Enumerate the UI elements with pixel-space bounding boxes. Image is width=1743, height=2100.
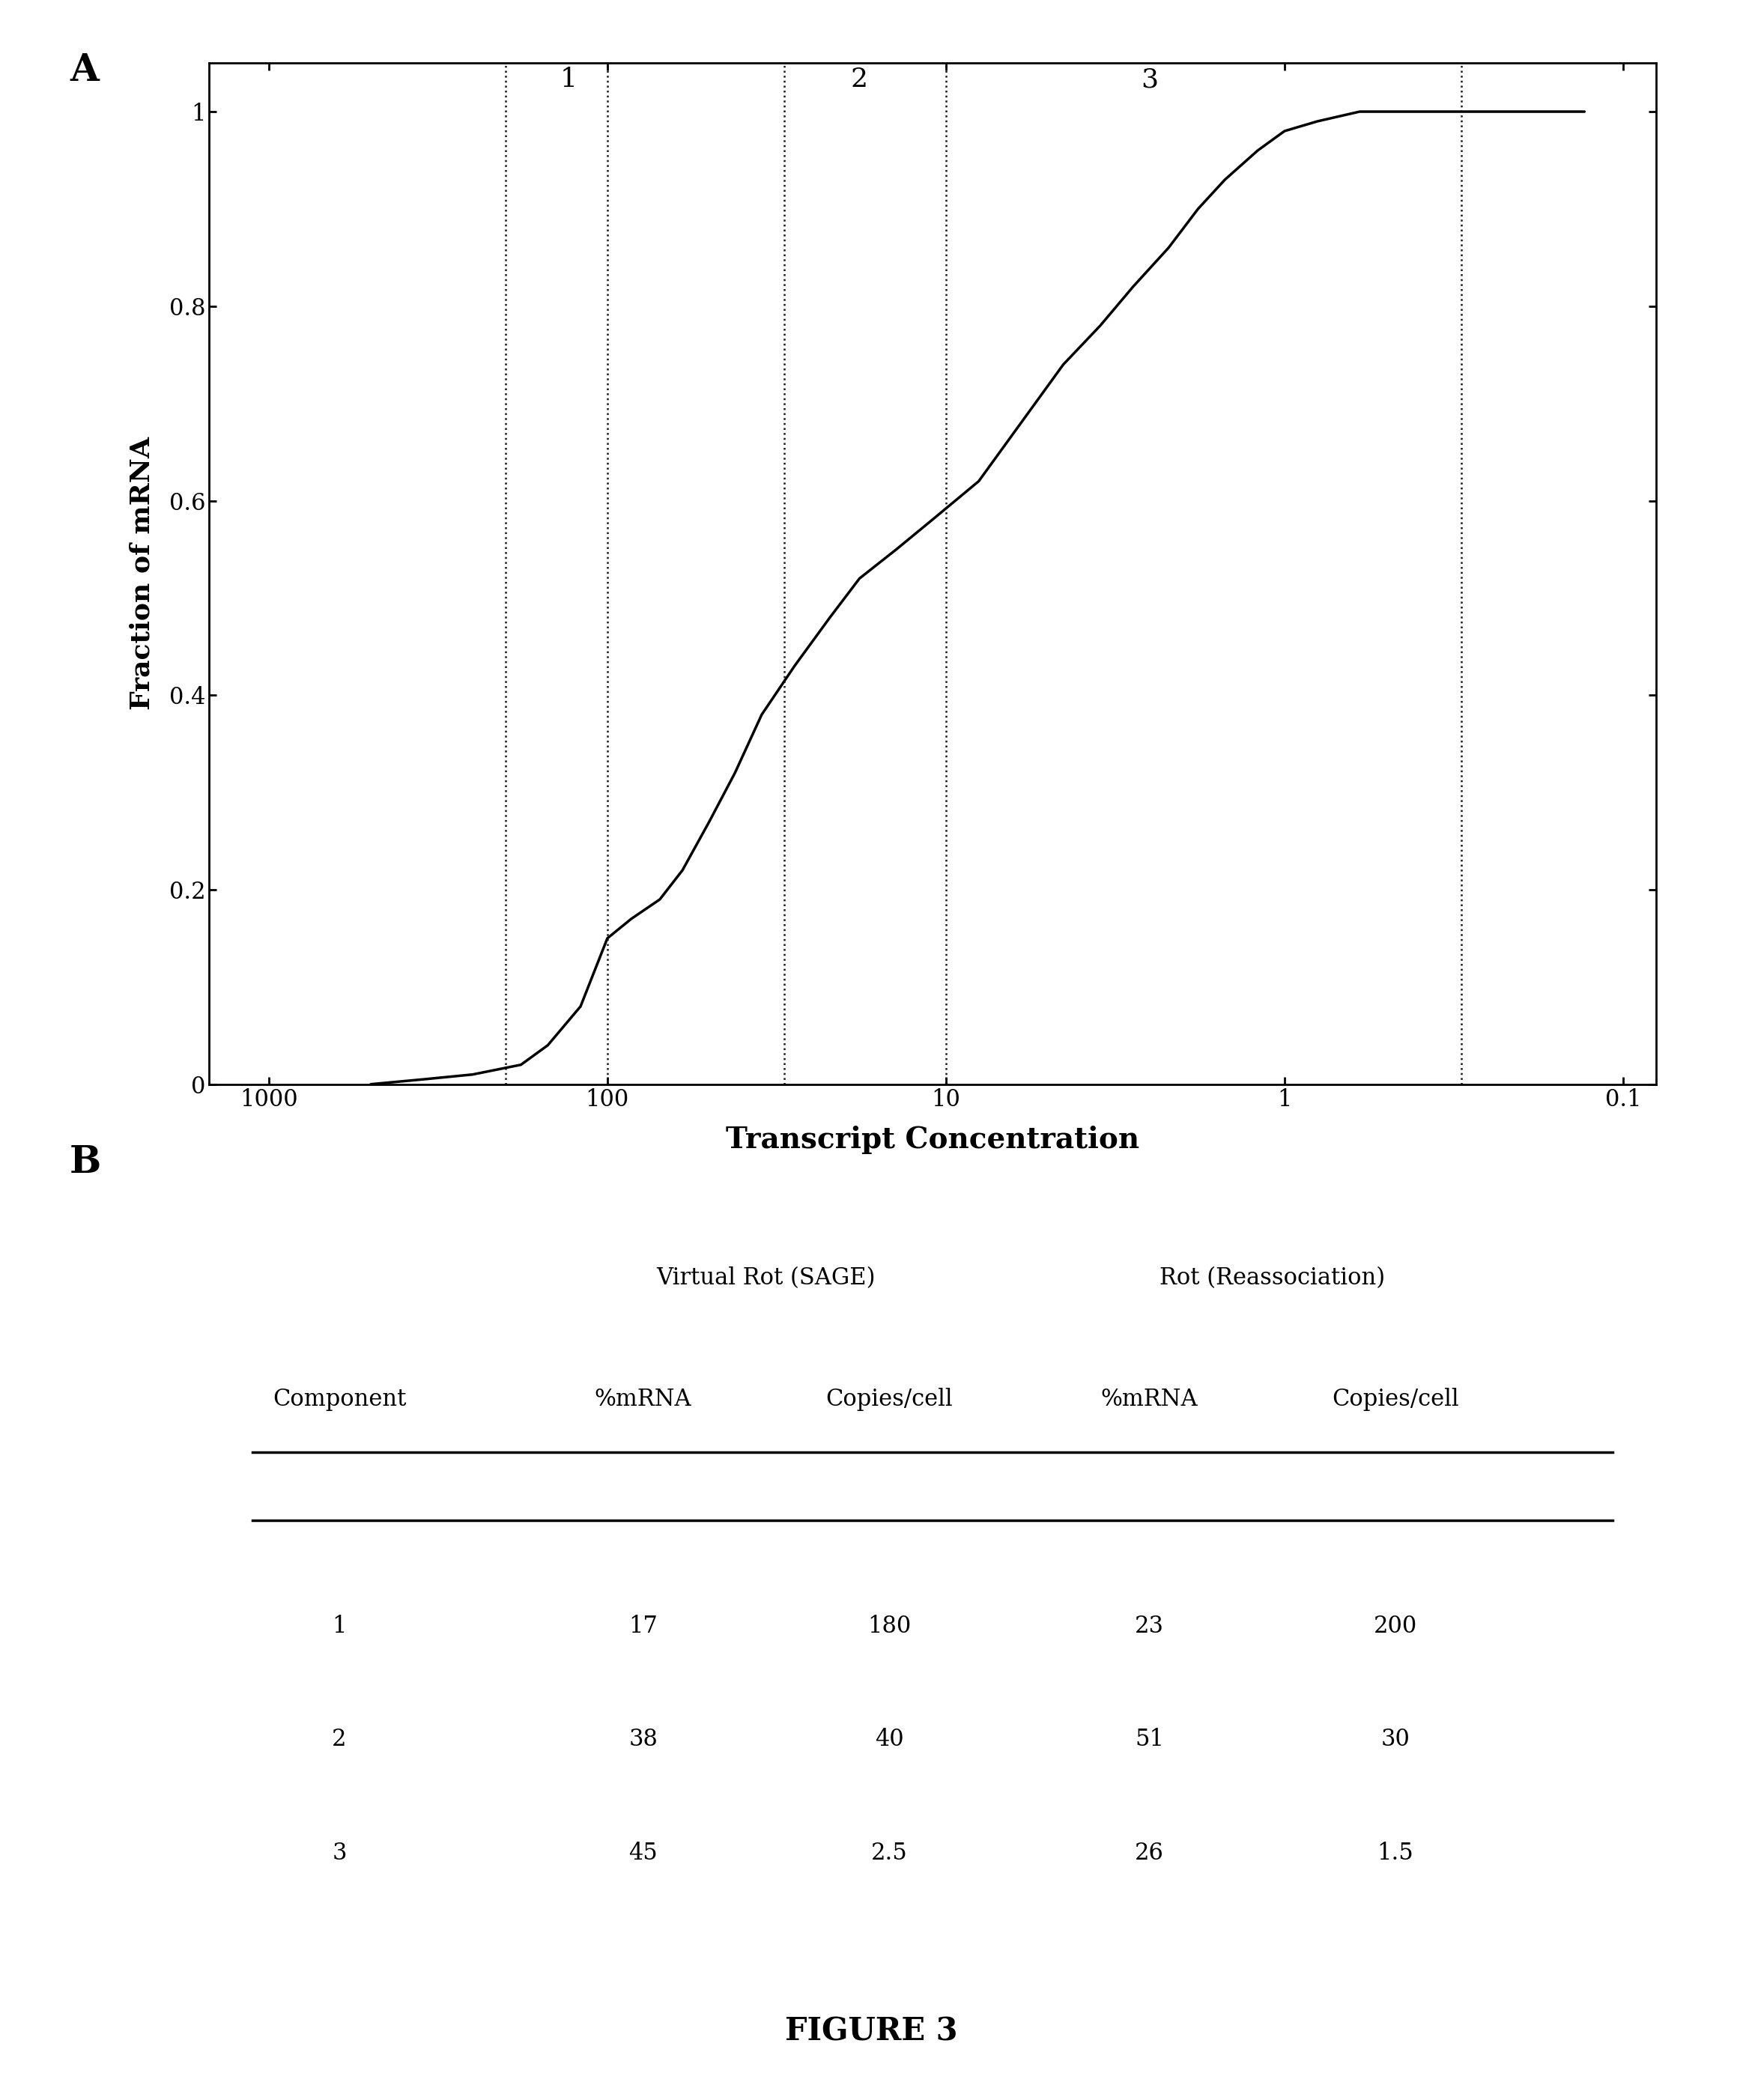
Text: 1.5: 1.5	[1377, 1842, 1414, 1865]
Y-axis label: Fraction of mRNA: Fraction of mRNA	[129, 437, 155, 710]
Text: 30: 30	[1380, 1728, 1410, 1751]
Text: 45: 45	[629, 1842, 657, 1865]
Text: 3: 3	[1142, 67, 1159, 92]
Text: 200: 200	[1373, 1615, 1417, 1638]
Text: Copies/cell: Copies/cell	[1332, 1388, 1459, 1411]
Text: %mRNA: %mRNA	[594, 1388, 692, 1411]
Text: 180: 180	[868, 1615, 912, 1638]
Text: 38: 38	[629, 1728, 657, 1751]
Text: 2: 2	[851, 67, 868, 92]
Text: %mRNA: %mRNA	[1102, 1388, 1197, 1411]
Text: FIGURE 3: FIGURE 3	[784, 2016, 959, 2047]
Text: 51: 51	[1135, 1728, 1164, 1751]
Text: B: B	[70, 1144, 101, 1180]
Text: 2.5: 2.5	[872, 1842, 908, 1865]
Text: 1: 1	[333, 1615, 347, 1638]
X-axis label: Transcript Concentration: Transcript Concentration	[725, 1126, 1140, 1155]
Text: 1: 1	[560, 67, 577, 92]
Text: Virtual Rot (SAGE): Virtual Rot (SAGE)	[657, 1266, 875, 1289]
Text: A: A	[70, 52, 99, 88]
Text: 40: 40	[875, 1728, 903, 1751]
Text: 2: 2	[333, 1728, 347, 1751]
Text: 3: 3	[333, 1842, 347, 1865]
Text: 23: 23	[1135, 1615, 1164, 1638]
Text: Rot (Reassociation): Rot (Reassociation)	[1159, 1266, 1386, 1289]
Text: Component: Component	[272, 1388, 406, 1411]
Text: 26: 26	[1135, 1842, 1164, 1865]
Text: Copies/cell: Copies/cell	[826, 1388, 953, 1411]
Text: 17: 17	[629, 1615, 657, 1638]
